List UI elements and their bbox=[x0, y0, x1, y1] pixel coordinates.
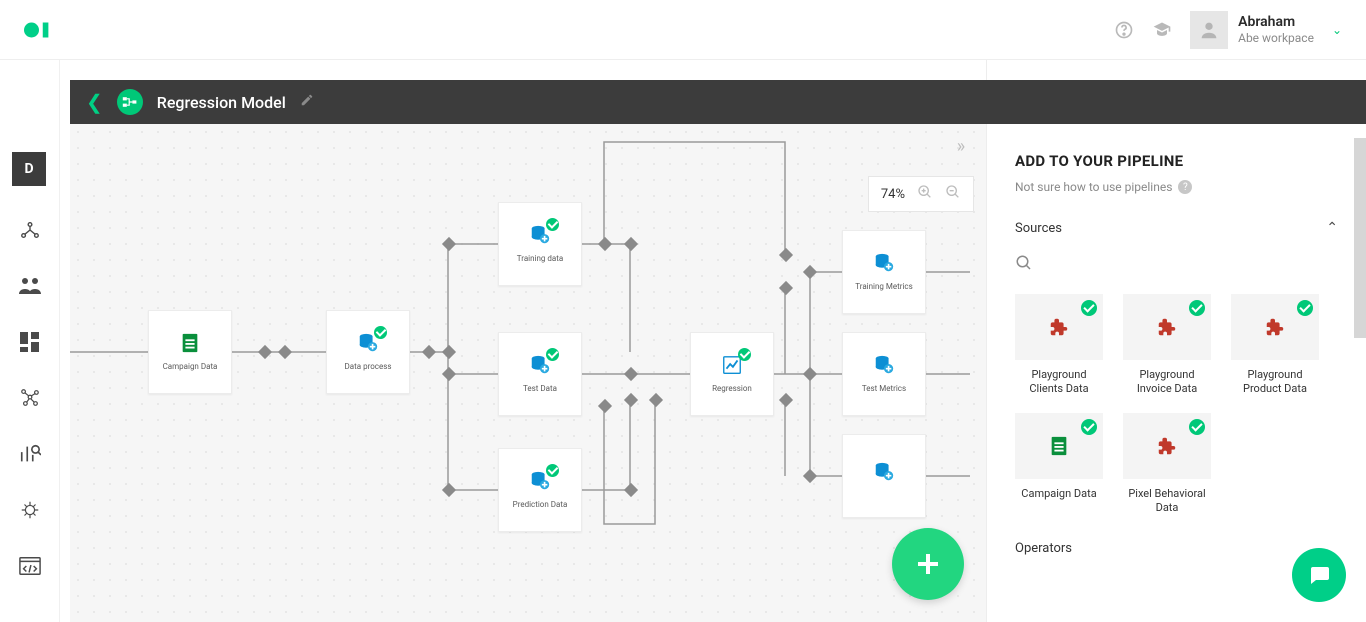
node-regression[interactable]: Regression bbox=[690, 332, 774, 416]
db-icon bbox=[871, 354, 897, 376]
node-label: Training data bbox=[513, 254, 567, 264]
zoom-in-icon[interactable] bbox=[917, 184, 933, 204]
section-sources-header[interactable]: Sources ⌃ bbox=[1015, 220, 1338, 236]
db-icon bbox=[527, 224, 553, 246]
academy-icon[interactable] bbox=[1152, 20, 1172, 40]
collapse-panel-icon[interactable]: » bbox=[948, 133, 974, 159]
avatar bbox=[1190, 11, 1228, 49]
top-header: Abraham Abe workpace ⌄ bbox=[0, 0, 1366, 60]
db-icon bbox=[871, 252, 897, 274]
source-tile-1[interactable] bbox=[1123, 294, 1211, 360]
node-prediction[interactable]: Prediction Data bbox=[498, 448, 582, 532]
check-icon bbox=[546, 218, 559, 231]
chevron-up-icon: ⌃ bbox=[1326, 220, 1338, 236]
panel-title: ADD TO YOUR PIPELINE bbox=[1015, 152, 1338, 170]
rail-item-ai[interactable] bbox=[16, 496, 44, 524]
header-right: Abraham Abe workpace ⌄ bbox=[1114, 11, 1342, 49]
check-icon bbox=[546, 464, 559, 477]
rail-item-analytics[interactable] bbox=[16, 440, 44, 468]
rail-item-people[interactable] bbox=[16, 272, 44, 300]
page-header-bar: ❮ Regression Model bbox=[70, 80, 1366, 124]
tile-label: Pixel Behavioral Data bbox=[1123, 487, 1211, 516]
panel-scrollbar[interactable] bbox=[1354, 138, 1366, 338]
tile-label: Campaign Data bbox=[1021, 487, 1096, 501]
check-icon bbox=[1081, 419, 1097, 435]
pipeline-icon bbox=[117, 89, 143, 115]
check-icon bbox=[1189, 419, 1205, 435]
search-icon[interactable] bbox=[1015, 257, 1033, 276]
rail-item-code[interactable] bbox=[16, 552, 44, 580]
brand-logo[interactable] bbox=[24, 15, 54, 45]
source-tile-2[interactable] bbox=[1231, 294, 1319, 360]
source-tile-0[interactable] bbox=[1015, 294, 1103, 360]
node-label: Test Data bbox=[519, 384, 561, 394]
tile-label: Playground Invoice Data bbox=[1123, 368, 1211, 397]
panel-hint: Not sure how to use pipelines ? bbox=[1015, 180, 1338, 194]
hint-help-icon[interactable]: ? bbox=[1178, 180, 1192, 194]
left-rail: D bbox=[0, 60, 60, 622]
rail-item-dashboard[interactable] bbox=[16, 328, 44, 356]
db-icon bbox=[355, 332, 381, 354]
help-icon[interactable] bbox=[1114, 20, 1134, 40]
node-label: Campaign Data bbox=[159, 362, 222, 372]
node-label: Prediction Data bbox=[509, 500, 572, 510]
rail-item-distribute[interactable] bbox=[16, 216, 44, 244]
db-icon bbox=[527, 470, 553, 492]
chat-widget[interactable] bbox=[1292, 548, 1346, 602]
check-icon bbox=[738, 348, 751, 361]
check-icon bbox=[374, 326, 387, 339]
node-process[interactable]: Data process bbox=[326, 310, 410, 394]
chart-icon bbox=[719, 354, 745, 376]
node-training[interactable]: Training data bbox=[498, 202, 582, 286]
sheet-icon bbox=[177, 332, 203, 354]
zoom-control: 74% bbox=[868, 176, 974, 212]
side-panel: ADD TO YOUR PIPELINE Not sure how to use… bbox=[986, 60, 1366, 622]
db-icon bbox=[527, 354, 553, 376]
node-campaign[interactable]: Campaign Data bbox=[148, 310, 232, 394]
node-label: Data process bbox=[341, 362, 396, 372]
node-label: Test Metrics bbox=[858, 384, 910, 394]
chevron-down-icon: ⌄ bbox=[1332, 23, 1342, 37]
user-menu[interactable]: Abraham Abe workpace ⌄ bbox=[1190, 11, 1342, 49]
node-testmetric[interactable]: Test Metrics bbox=[842, 332, 926, 416]
source-tile-3[interactable] bbox=[1015, 413, 1103, 479]
page-title: Regression Model bbox=[157, 93, 286, 112]
zoom-value: 74% bbox=[881, 187, 905, 202]
node-trainmetric[interactable]: Training Metrics bbox=[842, 230, 926, 314]
rail-item-graph[interactable] bbox=[16, 384, 44, 412]
source-tile-4[interactable] bbox=[1123, 413, 1211, 479]
add-node-fab[interactable] bbox=[892, 528, 964, 600]
user-name: Abraham bbox=[1238, 14, 1314, 31]
node-out4[interactable] bbox=[842, 434, 926, 518]
tile-label: Playground Product Data bbox=[1231, 368, 1319, 397]
rail-active-badge[interactable]: D bbox=[12, 152, 46, 186]
check-icon bbox=[1189, 300, 1205, 316]
workspace-name: Abe workpace bbox=[1238, 31, 1314, 45]
node-test[interactable]: Test Data bbox=[498, 332, 582, 416]
check-icon bbox=[546, 348, 559, 361]
db-icon bbox=[871, 461, 897, 483]
section-operators-header[interactable]: Operators bbox=[1015, 541, 1338, 556]
node-label: Regression bbox=[708, 384, 756, 394]
check-icon bbox=[1297, 300, 1313, 316]
back-button[interactable]: ❮ bbox=[86, 90, 103, 114]
tile-label: Playground Clients Data bbox=[1015, 368, 1103, 397]
node-label: Training Metrics bbox=[851, 282, 916, 292]
edit-title-icon[interactable] bbox=[300, 93, 314, 111]
zoom-out-icon[interactable] bbox=[945, 184, 961, 204]
check-icon bbox=[1081, 300, 1097, 316]
pipeline-canvas[interactable]: » 74% Campaign Data Data process Training … bbox=[70, 124, 986, 622]
